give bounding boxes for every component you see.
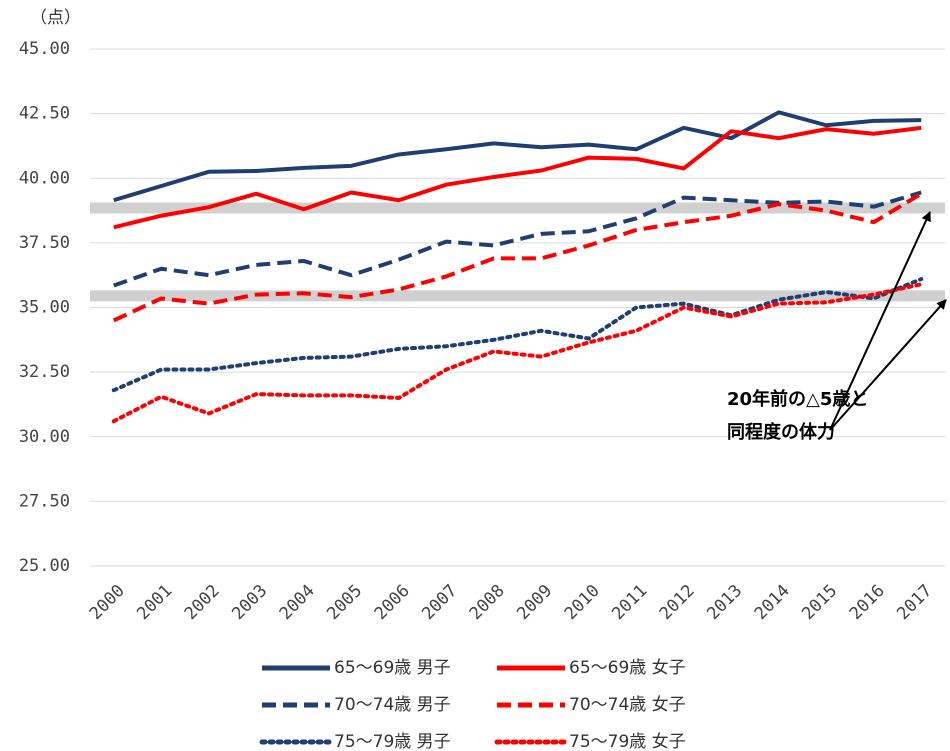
x-tick-label: 2000 xyxy=(86,581,129,624)
series-line xyxy=(113,125,922,230)
series-line xyxy=(111,282,924,424)
x-tick-label: 2006 xyxy=(371,581,414,624)
x-tick-label: 2012 xyxy=(656,581,699,624)
x-tick-label: 2015 xyxy=(798,581,841,624)
legend-label: 70～74歳 女子 xyxy=(569,695,686,715)
annotation-arrow xyxy=(829,299,947,431)
x-tick-label: 2016 xyxy=(846,581,889,624)
series-line xyxy=(111,277,924,393)
y-tick-label: 35.00 xyxy=(19,298,70,318)
y-tick-label: 37.50 xyxy=(19,233,70,253)
y-tick-label: 30.00 xyxy=(19,427,70,447)
x-tick-label: 2010 xyxy=(561,581,604,624)
x-tick-label: 2004 xyxy=(276,581,319,624)
x-tick-label: 2014 xyxy=(751,581,794,624)
y-tick-label: 25.00 xyxy=(19,556,70,576)
x-tick-label: 2003 xyxy=(228,581,271,624)
legend-label: 75～79歳 女子 xyxy=(569,732,686,751)
legend-label: 75～79歳 男子 xyxy=(334,732,451,751)
annotation: 同程度の体力 xyxy=(727,421,835,443)
x-tick-label: 2008 xyxy=(466,581,509,624)
y-tick-label: 27.50 xyxy=(19,491,70,511)
legend-label: 65～69歳 女子 xyxy=(569,658,686,678)
unit-label: （点） xyxy=(30,8,81,28)
series-line xyxy=(113,190,922,288)
y-tick-label: 40.00 xyxy=(19,168,70,188)
x-tick-label: 2013 xyxy=(703,581,746,624)
x-tick-label: 2007 xyxy=(418,581,461,624)
annotation: 20年前の△5歳と xyxy=(727,388,868,410)
series-line xyxy=(113,110,922,203)
x-tick-label: 2001 xyxy=(133,581,176,624)
x-tick-label: 2002 xyxy=(181,581,224,624)
x-tick-label: 2011 xyxy=(608,581,651,624)
annotation-arrow xyxy=(829,211,931,431)
y-tick-label: 45.00 xyxy=(19,39,70,59)
x-tick-label: 2017 xyxy=(893,581,936,624)
x-tick-label: 2005 xyxy=(323,581,366,624)
legend-label: 70～74歳 男子 xyxy=(334,695,451,715)
legend-label: 65～69歳 男子 xyxy=(334,658,451,678)
y-tick-label: 32.50 xyxy=(19,362,70,382)
x-tick-label: 2009 xyxy=(513,581,556,624)
y-tick-label: 42.50 xyxy=(19,104,70,124)
